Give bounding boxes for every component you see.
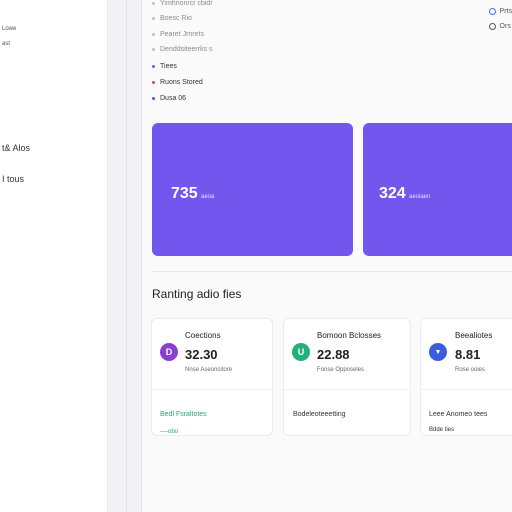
top-link-label: Prts <box>499 8 512 15</box>
bullet-icon <box>152 17 155 20</box>
summary-value: 324 <box>379 185 406 202</box>
section-divider <box>152 271 512 272</box>
nav-item[interactable]: Pearet Jrnrets <box>152 31 204 38</box>
summary-card[interactable]: 735 aeoa <box>152 123 353 256</box>
nav-item[interactable]: Dusa 06 <box>152 95 186 102</box>
circle-icon <box>488 23 496 30</box>
bullet-icon <box>152 81 155 84</box>
sidebar-item-lowe[interactable]: Lowe <box>2 26 17 32</box>
stat-card-value: 8.81 <box>455 347 481 362</box>
stat-card-subtitle: Fonse Opposeles <box>317 367 365 373</box>
circle-icon <box>488 8 496 15</box>
summary-unit: aeoa <box>201 194 215 200</box>
section-title: Ranting adio fies <box>152 287 242 301</box>
bullet-icon <box>152 33 155 36</box>
stat-card-footer-note: Bdde ties <box>429 427 455 433</box>
stat-card-subtitle: Rose ooies <box>455 367 486 373</box>
sidebar-gutter <box>108 0 142 512</box>
nav-item[interactable]: Denddsiteerrks s <box>152 46 213 53</box>
stat-card-footer: Bedl Fsraltotes <box>160 411 207 418</box>
bullet-icon <box>152 97 155 100</box>
summary-unit: aeoiaen <box>409 194 431 200</box>
stat-card-value: 22.88 <box>317 347 350 362</box>
top-link[interactable]: Prts <box>488 8 512 15</box>
sidebar-item-tous[interactable]: I tous <box>2 174 25 184</box>
avatar: U <box>292 343 310 361</box>
top-link[interactable]: Ors <box>488 23 512 30</box>
nav-item-label: Boesc Rio <box>160 15 192 22</box>
card-divider <box>284 389 410 390</box>
sidebar: Lowe ast t& Alos I tous <box>0 0 108 512</box>
sidebar-item-alos[interactable]: t& Alos <box>2 143 31 153</box>
stat-card-footer: Bodeleoteeetting <box>293 411 346 418</box>
bullet-icon <box>152 65 155 68</box>
avatar: D <box>160 343 178 361</box>
card-divider <box>421 389 512 390</box>
nav-item[interactable]: Yimhnonrcr cbidr <box>152 0 213 7</box>
stat-card-subtitle: Nnse Aseoncitore <box>185 367 233 373</box>
nav-item-label: Pearet Jrnrets <box>160 31 204 38</box>
nav-item-label: Dusa 06 <box>160 95 187 102</box>
stat-card-footer: Leee Anomeo tees <box>429 411 488 418</box>
nav-item-label: Yimhnonrcr cbidr <box>160 0 213 7</box>
stat-card[interactable]: Bomoon Bclosses U 22.88 Fonse Opposeles … <box>283 318 411 436</box>
stat-card-footer-note: —-obo <box>160 429 179 435</box>
stat-card-title: Coections <box>185 331 221 340</box>
stat-card[interactable]: Beealiotes ▼ 8.81 Rose ooies Leee Anomeo… <box>420 318 512 436</box>
nav-item-label: Ruons Stored <box>160 79 203 86</box>
stat-card-title: Beealiotes <box>455 331 493 340</box>
bullet-icon <box>152 2 155 5</box>
top-link-label: Ors <box>499 23 511 30</box>
stat-card-value: 32.30 <box>185 347 218 362</box>
card-divider <box>152 389 272 390</box>
stat-card[interactable]: Coections D 32.30 Nnse Aseoncitore Bedl … <box>151 318 273 436</box>
stat-card-title: Bomoon Bclosses <box>317 331 382 340</box>
nav-item-label: Denddsiteerrks s <box>160 46 213 53</box>
nav-item[interactable]: Boesc Rio <box>152 15 192 22</box>
nav-item[interactable]: Ruons Stored <box>152 79 203 86</box>
sidebar-item-ast[interactable]: ast <box>2 41 11 47</box>
nav-item-label: Tiees <box>160 63 177 70</box>
nav-item[interactable]: Tiees <box>152 63 177 70</box>
bullet-icon <box>152 48 155 51</box>
top-right-links: Prts Ors <box>488 8 512 38</box>
summary-card[interactable]: 324 aeoiaen <box>363 123 512 256</box>
gutter-divider <box>126 0 127 512</box>
summary-value: 735 <box>171 185 198 202</box>
chevron-down-icon: ▼ <box>429 343 447 361</box>
